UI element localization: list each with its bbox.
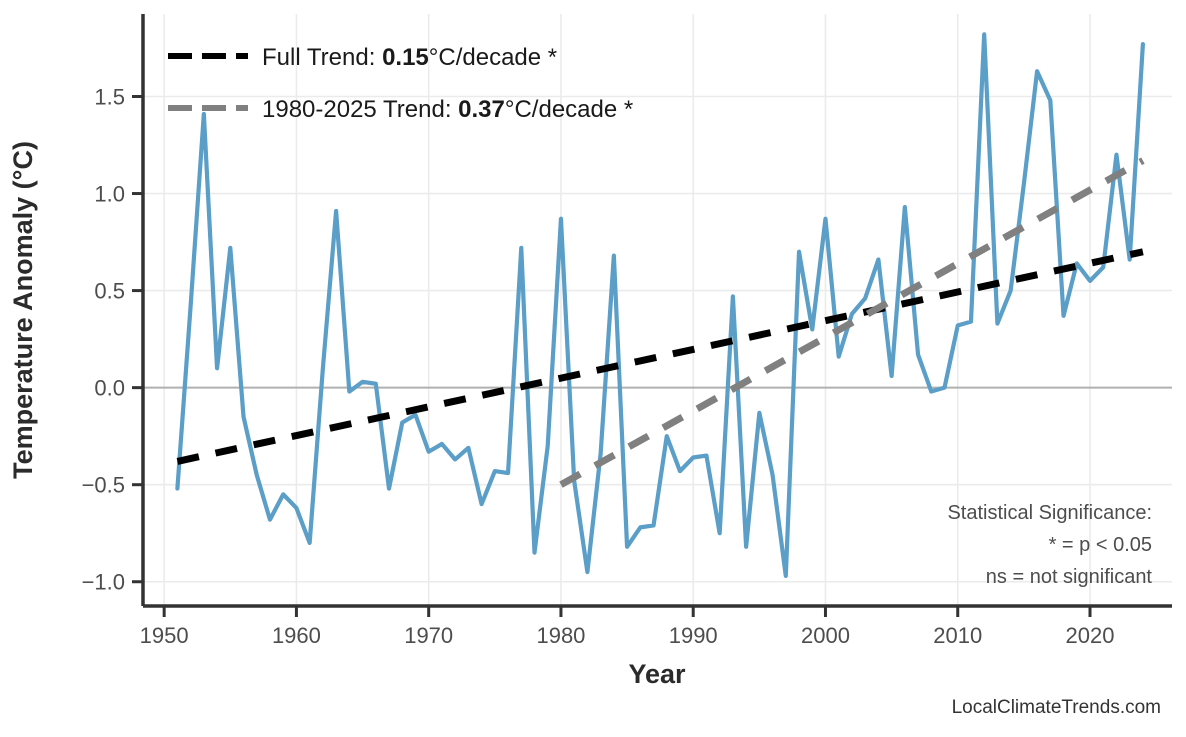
chart-legend: Full Trend: 0.15°C/decade * 1980-2025 Tr… — [168, 44, 633, 123]
legend-entry-full-trend: Full Trend: 0.15°C/decade * — [262, 44, 557, 71]
y-tick-label: −1.0 — [82, 570, 125, 595]
significance-annotation: Statistical Significance: * = p < 0.05 n… — [947, 502, 1152, 588]
x-axis-ticks — [162, 606, 1092, 617]
source-watermark: LocalClimateTrends.com — [952, 697, 1161, 718]
legend-entry-recent-trend: 1980-2025 Trend: 0.37°C/decade * — [262, 96, 633, 123]
y-axis-ticks — [132, 94, 143, 584]
x-tick-label: 2000 — [801, 623, 850, 648]
series-polyline — [175, 32, 1146, 579]
x-tick-label: 1970 — [404, 623, 453, 648]
x-tick-label: 1980 — [536, 623, 585, 648]
legend-sig-full-trend: * — [548, 44, 557, 71]
y-tick-label: 1.0 — [94, 182, 125, 207]
legend-label-recent-trend: 1980-2025 Trend: — [262, 96, 451, 123]
legend-label-full-trend: Full Trend: — [262, 44, 375, 71]
legend-value-recent-trend: 0.37 — [458, 96, 505, 123]
x-tick-label: 2020 — [1066, 623, 1115, 648]
y-tick-label: 0.5 — [94, 279, 125, 304]
legend-units-full-trend: °C/decade — [429, 44, 541, 71]
x-tick-label: 1950 — [140, 623, 189, 648]
significance-title: Statistical Significance: — [947, 502, 1152, 524]
trend-line — [176, 248, 1144, 465]
y-axis-label: Temperature Anomaly (°C) — [8, 141, 38, 479]
significance-star-line: * = p < 0.05 — [1049, 534, 1152, 556]
y-axis-tick-labels: −1.0 −0.5 0.0 0.5 1.0 1.5 — [82, 84, 125, 594]
x-tick-label: 1960 — [272, 623, 321, 648]
legend-sig-recent-trend: * — [624, 96, 633, 123]
y-tick-label: −0.5 — [82, 473, 125, 498]
x-axis-tick-labels: 1950 1960 1970 1980 1990 2000 2010 2020 — [140, 623, 1115, 648]
x-axis-label: Year — [628, 659, 686, 689]
x-tick-label: 1990 — [669, 623, 718, 648]
legend-units-recent-trend: °C/decade — [505, 96, 617, 123]
trend-line — [559, 157, 1145, 488]
legend-value-full-trend: 0.15 — [382, 44, 429, 71]
temperature-anomaly-line — [175, 32, 1146, 579]
significance-ns-line: ns = not significant — [986, 566, 1153, 588]
y-tick-label: 0.0 — [94, 376, 125, 401]
trend-lines — [176, 157, 1145, 488]
y-tick-label: 1.5 — [94, 84, 125, 109]
x-tick-label: 2010 — [933, 623, 982, 648]
